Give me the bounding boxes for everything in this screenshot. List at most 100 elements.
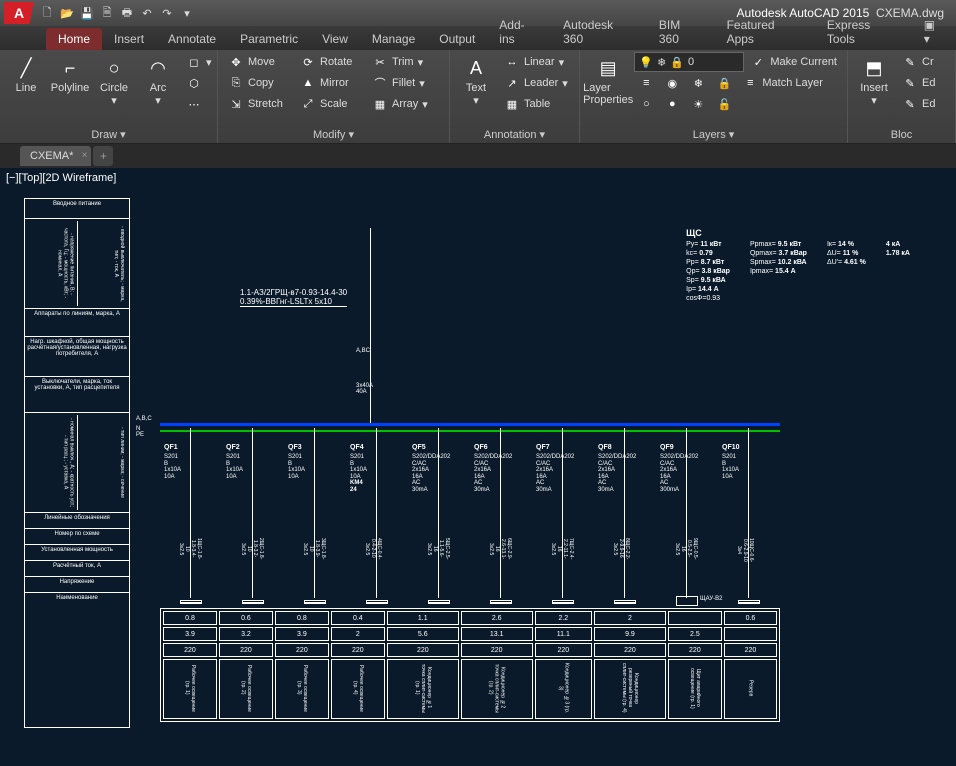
line-button[interactable]: ╱Line	[6, 52, 46, 96]
arc-button[interactable]: ◠Arc▾	[138, 52, 178, 109]
arc-icon: ◠	[144, 54, 172, 82]
edit-attrib-button[interactable]: ✎Ed	[898, 94, 939, 114]
tab-overflow-icon[interactable]: ▣ ▾	[912, 14, 956, 50]
match-icon: ≡	[742, 75, 758, 91]
breaker-rating: 3x40A 40A	[356, 383, 373, 395]
attrib-icon: ✎	[902, 96, 918, 112]
doc-tab-cxema[interactable]: CXEMA* ×	[20, 146, 91, 166]
layer-iso-button[interactable]: ◉	[660, 73, 684, 93]
make-current-button[interactable]: ✓Make Current	[746, 52, 841, 72]
polyline-button[interactable]: ⌐Polyline	[50, 52, 90, 96]
panel-block-title[interactable]: Bloc	[854, 127, 949, 143]
trim-button[interactable]: ✂Trim ▾	[368, 52, 438, 72]
tab-bim360[interactable]: BIM 360	[647, 14, 715, 50]
qat-redo-icon[interactable]: ↷	[158, 4, 176, 22]
scale-icon: ⤢	[300, 96, 316, 112]
fillet-button[interactable]: ⌒Fillet ▾	[368, 73, 438, 93]
qat-saveas-icon[interactable]: 🗎	[98, 4, 116, 22]
panel-layers: ▤Layer Properties 💡❄🔒0 ✓Make Current ≡ ◉…	[580, 50, 848, 143]
layer-state-button[interactable]: ≡	[634, 73, 658, 93]
mirror-button[interactable]: ▲Mirror	[296, 73, 366, 93]
main-diagram: 1.1-АЗ/2ГРЩ-в7-0.93-14.4-30 0.39%-ВВГнг-…	[160, 198, 940, 758]
tab-autodesk360[interactable]: Autodesk 360	[551, 14, 647, 50]
panel-modify-title[interactable]: Modify ▾	[224, 126, 443, 143]
freeze-icon: ❄	[690, 75, 706, 91]
tab-view[interactable]: View	[310, 28, 360, 50]
layer-unlock-button[interactable]: 🔓	[712, 94, 736, 114]
qat-save-icon[interactable]: 💾	[78, 4, 96, 22]
copy-button[interactable]: ⎘Copy	[224, 73, 294, 93]
layer-off-button[interactable]: ○	[634, 94, 658, 114]
tab-express[interactable]: Express Tools	[815, 14, 912, 50]
insert-block-button[interactable]: ⬒Insert▾	[854, 52, 894, 109]
layer-lock-button[interactable]: 🔒	[712, 73, 736, 93]
edit-icon: ✎	[902, 75, 918, 91]
tab-home[interactable]: Home	[46, 28, 102, 50]
hatch-button[interactable]: ⋯	[182, 94, 216, 114]
circle-button[interactable]: ○Circle▾	[94, 52, 134, 109]
tab-manage[interactable]: Manage	[360, 28, 427, 50]
close-icon[interactable]: ×	[82, 150, 88, 161]
qat-print-icon[interactable]: 🖶	[118, 4, 136, 22]
text-button[interactable]: AText▾	[456, 52, 496, 109]
qat-dropdown-icon[interactable]: ▾	[178, 4, 196, 22]
layer-on-button[interactable]: ●	[660, 94, 684, 114]
legend-row: Напряжение	[25, 577, 129, 593]
layer-thaw-button[interactable]: ☀	[686, 94, 710, 114]
stretch-icon: ⇲	[228, 96, 244, 112]
layer-freeze-button[interactable]: ❄	[686, 73, 710, 93]
legend-row: - напряжение питания, В; - частота, Гц; …	[25, 219, 129, 309]
legend-row: Номер по схеме	[25, 529, 129, 545]
tab-output[interactable]: Output	[427, 28, 487, 50]
move-button[interactable]: ✥Move	[224, 52, 294, 72]
panel-layers-title[interactable]: Layers ▾	[586, 126, 841, 143]
create-block-button[interactable]: ✎Cr	[898, 52, 939, 72]
rect-button[interactable]: ◻▾	[182, 52, 216, 72]
stretch-button[interactable]: ⇲Stretch	[224, 94, 294, 114]
document-tabs: CXEMA* × +	[0, 144, 956, 168]
drawing-canvas[interactable]: [−][Top][2D Wireframe] Вводное питание -…	[0, 168, 956, 766]
text-icon: A	[462, 54, 490, 82]
ribbon: ╱Line ⌐Polyline ○Circle▾ ◠Arc▾ ◻▾ ⬡ ⋯ Dr…	[0, 50, 956, 144]
qat-open-icon[interactable]: 📂	[58, 4, 76, 22]
panel-draw-title[interactable]: Draw ▾	[6, 126, 211, 143]
tab-addins[interactable]: Add-ins	[487, 14, 551, 50]
qat-new-icon[interactable]: 🗋	[38, 4, 56, 22]
lock-icon: 🔒	[716, 75, 732, 91]
app-logo[interactable]: A	[4, 2, 34, 24]
layer-properties-button[interactable]: ▤Layer Properties	[586, 52, 630, 108]
tab-featured[interactable]: Featured Apps	[715, 14, 815, 50]
qat-undo-icon[interactable]: ↶	[138, 4, 156, 22]
rotate-button[interactable]: ⟳Rotate	[296, 52, 366, 72]
layer-combo[interactable]: 💡❄🔒0	[634, 52, 744, 72]
tab-parametric[interactable]: Parametric	[228, 28, 310, 50]
rotate-icon: ⟳	[300, 54, 316, 70]
leader-button[interactable]: ↗Leader ▾	[500, 73, 572, 93]
polygon-button[interactable]: ⬡	[182, 73, 216, 93]
table-icon: ▦	[504, 96, 520, 112]
doc-tab-add[interactable]: +	[93, 146, 113, 166]
legend-row: Выключатели, марка, ток установки, А, ти…	[25, 377, 129, 413]
insert-icon: ⬒	[860, 54, 888, 82]
leader-icon: ↗	[504, 75, 520, 91]
legend-row: Аппараты по линиям, марка, А	[25, 309, 129, 337]
table-button[interactable]: ▦Table	[500, 94, 572, 114]
edit-block-button[interactable]: ✎Ed	[898, 73, 939, 93]
match-layer-button[interactable]: ≡Match Layer	[738, 73, 827, 93]
tab-insert[interactable]: Insert	[102, 28, 156, 50]
linear-dim-button[interactable]: ↔Linear ▾	[500, 52, 572, 72]
bulb-icon: 💡	[639, 56, 653, 69]
left-legend-block: Вводное питание - напряжение питания, В;…	[24, 198, 130, 728]
load-summary: ЩС Py= 11 кВтkc= 0.79Pp= 8.7 кВтQp= 3.8 …	[686, 228, 910, 303]
ribbon-tabs: Home Insert Annotate Parametric View Man…	[0, 26, 956, 50]
scale-button[interactable]: ⤢Scale	[296, 94, 366, 114]
legend-row: Вводное питание	[25, 199, 129, 219]
legend-row: Линейные обозначения	[25, 513, 129, 529]
array-button[interactable]: ▦Array ▾	[368, 94, 438, 114]
legend-row: Установленная мощность	[25, 545, 129, 561]
trim-icon: ✂	[372, 54, 388, 70]
busbar-pe	[160, 430, 780, 432]
tab-annotate[interactable]: Annotate	[156, 28, 228, 50]
panel-annotation-title[interactable]: Annotation ▾	[456, 126, 573, 143]
check-icon: ✓	[750, 54, 766, 70]
